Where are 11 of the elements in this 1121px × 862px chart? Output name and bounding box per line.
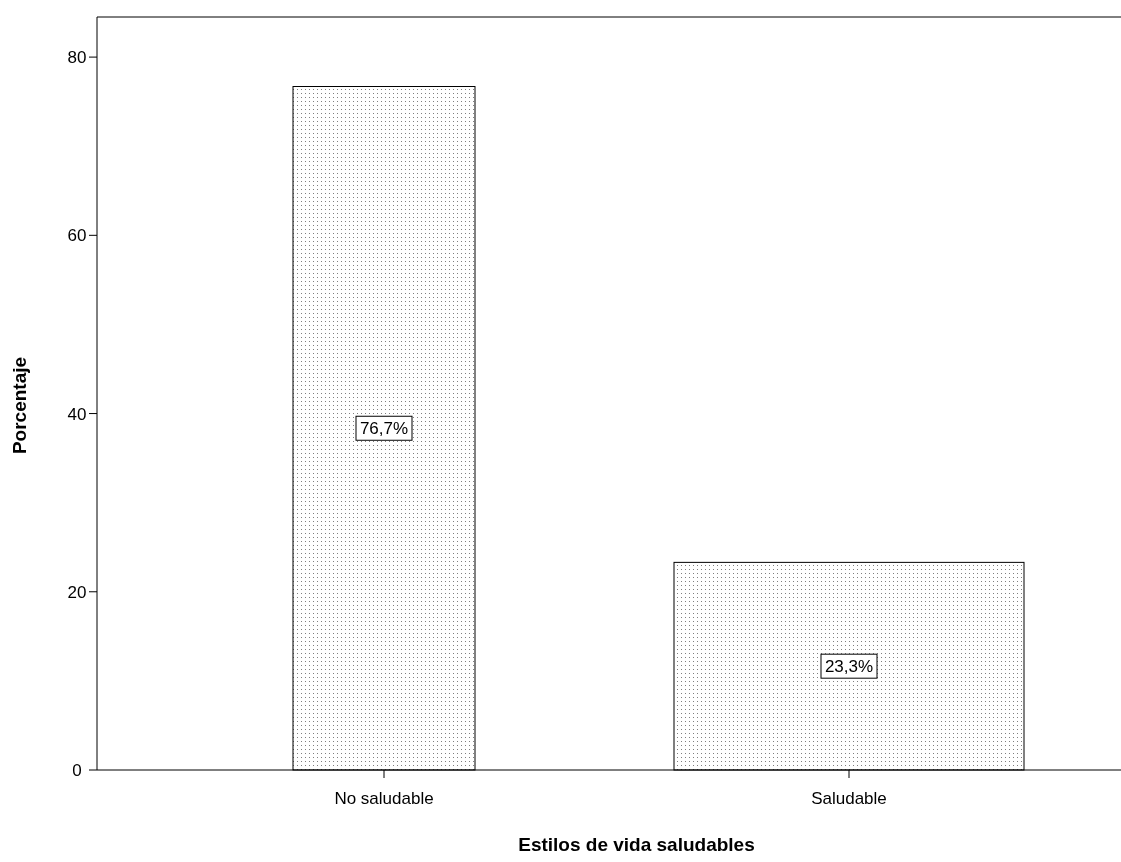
y-tick-label: 60 xyxy=(67,226,87,246)
data-label: 76,7% xyxy=(359,419,409,439)
y-tick-label: 0 xyxy=(72,761,82,780)
y-tick-label: 20 xyxy=(67,582,87,602)
y-tick-label: 80 xyxy=(67,48,87,68)
data-label: 23,3% xyxy=(824,657,874,677)
y-axis-title: Porcentaje xyxy=(9,356,30,455)
x-tick-label: No saludable xyxy=(334,789,434,808)
y-tick-label: 40 xyxy=(67,404,87,424)
x-axis-title: Estilos de vida saludables xyxy=(518,834,755,855)
x-tick-label: Saludable xyxy=(811,789,887,808)
